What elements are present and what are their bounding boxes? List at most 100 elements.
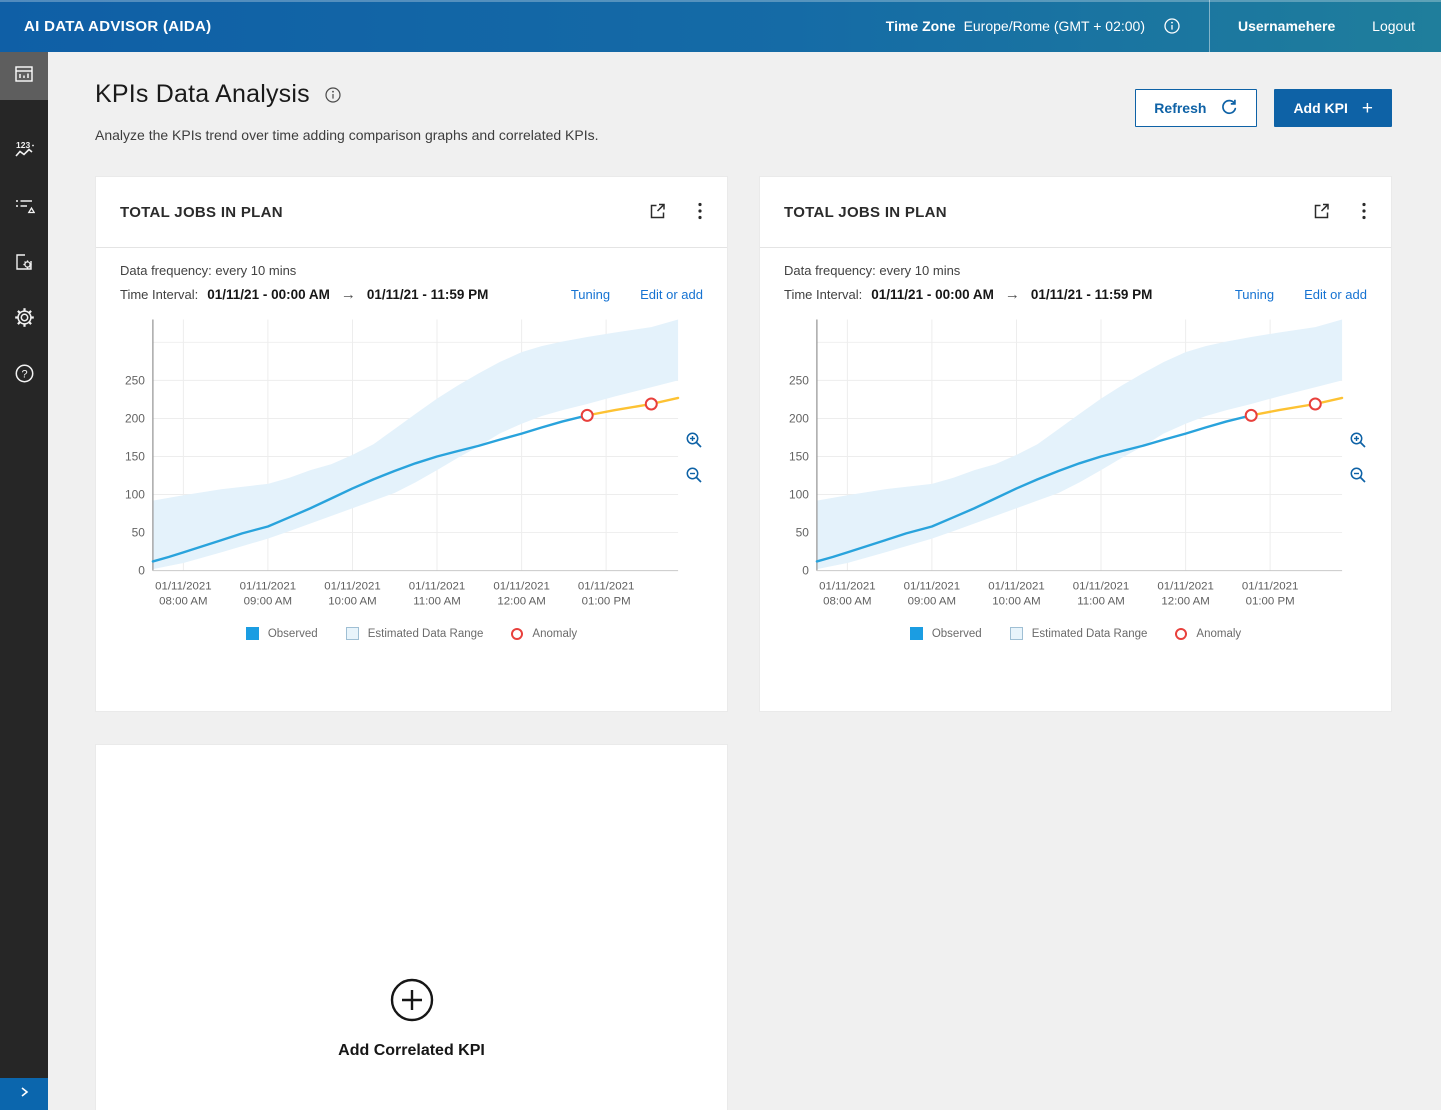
- add-kpi-button-label: Add KPI: [1293, 100, 1348, 116]
- svg-text:08:00 AM: 08:00 AM: [823, 596, 871, 608]
- sidebar-item-plan-config[interactable]: [0, 240, 48, 288]
- page-info-icon[interactable]: [322, 84, 344, 106]
- legend-item: Observed: [245, 627, 318, 640]
- cards-grid: TOTAL JOBS IN PLAN: [95, 176, 1392, 1110]
- sidebar-expand-toggle[interactable]: [0, 1078, 48, 1110]
- svg-text:0: 0: [802, 564, 809, 578]
- svg-text:09:00 AM: 09:00 AM: [244, 596, 292, 608]
- svg-text:123: 123: [16, 140, 30, 150]
- expand-card-button[interactable]: [1309, 199, 1333, 226]
- chart-area: 0 50 100 150 200 250 01/11/2021 08:00 AM 01/11/2…: [120, 313, 703, 613]
- overflow-menu-icon: [697, 201, 703, 224]
- overflow-menu-icon: [1361, 201, 1367, 224]
- estimated-range-swatch: [1009, 627, 1023, 640]
- time-interval-row: Time Interval: 01/11/21 - 00:00 AM → 01/…: [120, 286, 703, 303]
- svg-text:01/11/2021: 01/11/2021: [1242, 581, 1298, 593]
- zoom-out-button[interactable]: [1347, 464, 1369, 489]
- svg-text:01/11/2021: 01/11/2021: [240, 581, 296, 593]
- zoom-out-button[interactable]: [683, 464, 705, 489]
- page-actions: Refresh Add KPI +: [1135, 89, 1392, 127]
- svg-text:0: 0: [138, 564, 145, 578]
- svg-text:01/11/2021: 01/11/2021: [1073, 581, 1129, 593]
- main-content: KPIs Data Analysis Analyze the KPIs tren…: [48, 52, 1441, 1110]
- legend-label: Estimated Data Range: [367, 627, 484, 640]
- svg-text:150: 150: [125, 450, 145, 464]
- sidebar-item-settings[interactable]: [0, 296, 48, 344]
- logout-button[interactable]: Logout: [1372, 18, 1415, 34]
- time-interval-start: 01/11/21 - 00:00 AM: [871, 287, 994, 302]
- top-header: AI DATA ADVISOR (AIDA) Time Zone Europe/…: [0, 0, 1441, 52]
- legend-item: Estimated Data Range: [345, 627, 484, 640]
- svg-text:100: 100: [125, 487, 145, 501]
- plus-icon: +: [1361, 97, 1373, 119]
- tuning-link[interactable]: Tuning: [570, 287, 611, 302]
- svg-text:12:00 AM: 12:00 AM: [497, 596, 545, 608]
- tuning-link[interactable]: Tuning: [1234, 287, 1275, 302]
- chevron-right-icon: [17, 1085, 31, 1104]
- sidebar-item-dashboard[interactable]: [0, 52, 48, 100]
- card-menu-button[interactable]: [1359, 199, 1369, 226]
- svg-text:08:00 AM: 08:00 AM: [159, 596, 207, 608]
- page-title-block: KPIs Data Analysis Analyze the KPIs tren…: [95, 80, 599, 143]
- svg-text:01:00 PM: 01:00 PM: [1246, 596, 1295, 608]
- zoom-out-icon: [1349, 466, 1367, 487]
- zoom-in-icon: [685, 431, 703, 452]
- zoom-in-button[interactable]: [1347, 429, 1369, 454]
- add-kpi-button[interactable]: Add KPI +: [1274, 89, 1392, 127]
- legend-label: Anomaly: [532, 627, 578, 640]
- gear-icon: [13, 306, 36, 334]
- timezone-info-icon[interactable]: [1161, 15, 1183, 37]
- sidebar-item-alert-list[interactable]: [0, 184, 48, 232]
- legend-label: Estimated Data Range: [1031, 627, 1148, 640]
- svg-text:50: 50: [132, 526, 146, 540]
- zoom-in-button[interactable]: [683, 429, 705, 454]
- page-subtitle: Analyze the KPIs trend over time adding …: [95, 127, 599, 143]
- anomaly-swatch: [511, 627, 524, 640]
- card-menu-button[interactable]: [695, 199, 705, 226]
- kpi-line-chart: 0 50 100 150 200 250 01/11/2021 08:00 AM 01/11/2…: [125, 319, 680, 608]
- estimated-range-swatch: [345, 627, 359, 640]
- add-correlated-kpi-card[interactable]: Add Correlated KPI: [95, 744, 728, 1110]
- svg-text:11:00 AM: 11:00 AM: [413, 596, 461, 608]
- svg-text:12:00 AM: 12:00 AM: [1161, 596, 1209, 608]
- refresh-button[interactable]: Refresh: [1135, 89, 1258, 127]
- svg-text:250: 250: [789, 373, 809, 387]
- svg-text:10:00 AM: 10:00 AM: [992, 596, 1040, 608]
- zoom-in-icon: [1349, 431, 1367, 452]
- svg-text:01/11/2021: 01/11/2021: [155, 581, 211, 593]
- chart-area: 0 50 100 150 200 250 01/11/2021 08:00 AM 01/11/2…: [784, 313, 1367, 613]
- refresh-button-label: Refresh: [1154, 100, 1207, 116]
- app-title: AI DATA ADVISOR (AIDA): [24, 17, 212, 35]
- header-divider: [1209, 0, 1210, 52]
- time-interval-end: 01/11/21 - 11:59 PM: [366, 287, 489, 302]
- sidebar-item-kpi-trend[interactable]: 123: [0, 128, 48, 176]
- edit-or-add-link[interactable]: Edit or add: [640, 287, 703, 302]
- timezone-value: Europe/Rome (GMT + 02:00): [963, 18, 1145, 34]
- svg-text:01/11/2021: 01/11/2021: [324, 581, 380, 593]
- legend-item: Estimated Data Range: [1009, 627, 1148, 640]
- observed-swatch: [909, 627, 923, 640]
- sidebar-item-help[interactable]: ?: [0, 352, 48, 400]
- kpi-card-title: TOTAL JOBS IN PLAN: [784, 203, 947, 221]
- alert-list-icon: [13, 195, 36, 222]
- svg-text:50: 50: [796, 526, 810, 540]
- kpi-line-chart: 0 50 100 150 200 250 01/11/2021 08:00 AM 01/11/2…: [789, 319, 1344, 608]
- anomaly-swatch: [1175, 627, 1188, 640]
- launch-icon: [647, 201, 667, 224]
- page-header: KPIs Data Analysis Analyze the KPIs tren…: [95, 80, 1392, 143]
- kpi-card-2-header: TOTAL JOBS IN PLAN: [760, 177, 1391, 248]
- data-frequency-text: Data frequency: every 10 mins: [120, 263, 297, 278]
- legend-item: Anomaly: [1175, 627, 1241, 640]
- time-interval-start: 01/11/21 - 00:00 AM: [207, 287, 330, 302]
- chart-legend: Observed Estimated Data Range Anomaly: [784, 627, 1367, 640]
- edit-or-add-link[interactable]: Edit or add: [1304, 287, 1367, 302]
- expand-card-button[interactable]: [645, 199, 669, 226]
- username-menu[interactable]: Usernamehere: [1238, 18, 1336, 34]
- svg-text:100: 100: [789, 487, 809, 501]
- svg-text:01/11/2021: 01/11/2021: [578, 581, 634, 593]
- svg-text:200: 200: [125, 411, 145, 425]
- time-interval-end: 01/11/21 - 11:59 PM: [1030, 287, 1153, 302]
- kpi-card-2: TOTAL JOBS IN PLAN: [759, 176, 1392, 712]
- kpi-card-1-body: Data frequency: every 10 mins Time Inter…: [96, 248, 727, 654]
